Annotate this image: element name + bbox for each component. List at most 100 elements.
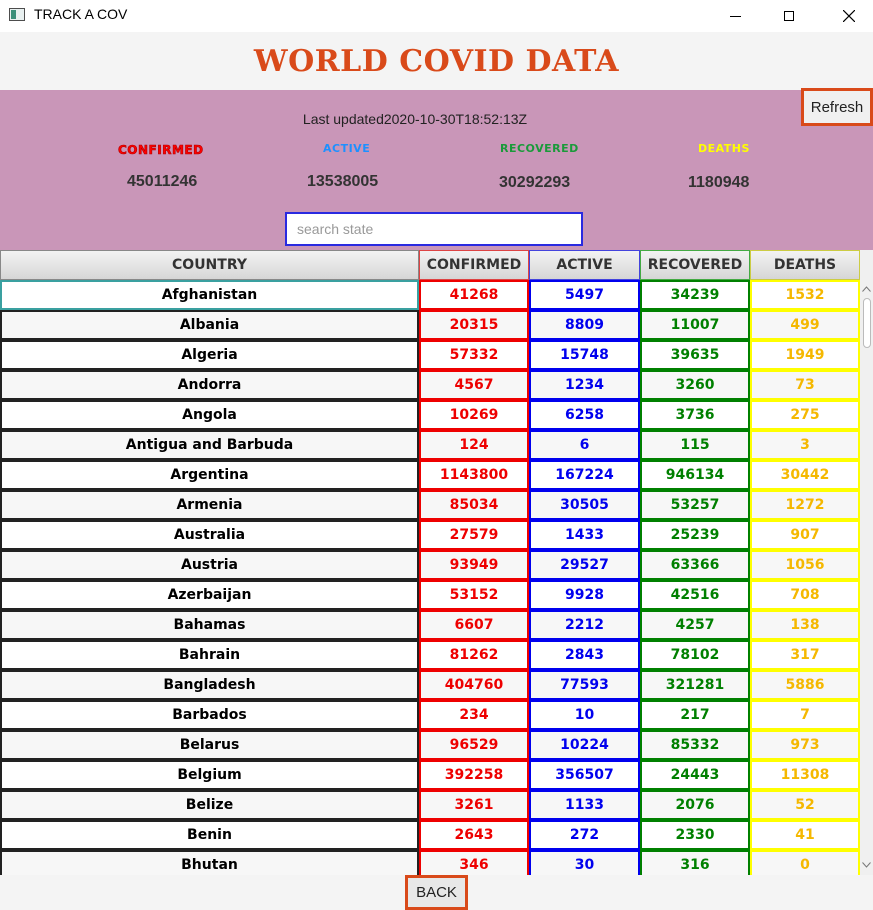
back-button[interactable]: BACK [405,875,468,910]
scroll-up-icon[interactable] [860,282,873,296]
deaths-value: 1180948 [688,174,750,191]
table-row[interactable]: Belarus 96529 10224 85332 973 [0,730,860,760]
table-row[interactable]: Azerbaijan 53152 9928 42516 708 [0,580,860,610]
table-row[interactable]: Antigua and Barbuda 124 6 115 3 [0,430,860,460]
cell-deaths: 30442 [750,460,860,490]
column-header-deaths[interactable]: DEATHS [750,250,860,280]
cell-active: 1133 [529,790,640,820]
table-row[interactable]: Benin 2643 272 2330 41 [0,820,860,850]
cell-confirmed: 27579 [419,520,529,550]
cell-country: Albania [0,310,419,340]
minimize-button[interactable] [712,0,758,32]
cell-recovered: 85332 [640,730,750,760]
cell-active: 15748 [529,340,640,370]
table-row[interactable]: Albania 20315 8809 11007 499 [0,310,860,340]
cell-country: Antigua and Barbuda [0,430,419,460]
refresh-button[interactable]: Refresh [801,88,873,126]
cell-country: Bahrain [0,640,419,670]
cell-deaths: 708 [750,580,860,610]
cell-country: Belize [0,790,419,820]
column-header-active[interactable]: ACTIVE [529,250,640,280]
column-header-country[interactable]: COUNTRY [0,250,419,280]
cell-country: Angola [0,400,419,430]
cell-active: 1234 [529,370,640,400]
cell-country: Austria [0,550,419,580]
cell-confirmed: 234 [419,700,529,730]
cell-recovered: 34239 [640,280,750,310]
cell-active: 10224 [529,730,640,760]
table-row[interactable]: Barbados 234 10 217 7 [0,700,860,730]
header: WORLD COVID DATA [0,32,873,90]
scrollbar-thumb[interactable] [863,298,871,348]
cell-country: Belarus [0,730,419,760]
deaths-label: DEATHS [698,142,750,155]
search-input[interactable] [285,212,583,246]
cell-recovered: 42516 [640,580,750,610]
table-row[interactable]: Bhutan 346 30 316 0 [0,850,860,875]
cell-confirmed: 57332 [419,340,529,370]
table-header: COUNTRY CONFIRMED ACTIVE RECOVERED DEATH… [0,250,860,280]
cell-active: 6258 [529,400,640,430]
table-row[interactable]: Andorra 4567 1234 3260 73 [0,370,860,400]
cell-recovered: 63366 [640,550,750,580]
table-row[interactable]: Austria 93949 29527 63366 1056 [0,550,860,580]
maximize-button[interactable] [766,0,812,32]
table-row[interactable]: Bahamas 6607 2212 4257 138 [0,610,860,640]
vertical-scrollbar[interactable] [860,250,873,875]
confirmed-value: 45011246 [127,173,198,190]
cell-active: 272 [529,820,640,850]
table-row[interactable]: Belize 3261 1133 2076 52 [0,790,860,820]
scroll-down-icon[interactable] [860,858,873,872]
cell-active: 10 [529,700,640,730]
cell-active: 2843 [529,640,640,670]
table-row[interactable]: Argentina 1143800 167224 946134 30442 [0,460,860,490]
table-row[interactable]: Bahrain 81262 2843 78102 317 [0,640,860,670]
close-button[interactable] [826,0,872,32]
cell-active: 30505 [529,490,640,520]
table-row[interactable]: Afghanistan 41268 5497 34239 1532 [0,280,860,310]
cell-country: Benin [0,820,419,850]
cell-confirmed: 96529 [419,730,529,760]
confirmed-label: CONFIRMED [118,143,204,158]
table-row[interactable]: Belgium 392258 356507 24443 11308 [0,760,860,790]
column-header-confirmed[interactable]: CONFIRMED [419,250,529,280]
cell-confirmed: 6607 [419,610,529,640]
cell-deaths: 1532 [750,280,860,310]
table-row[interactable]: Algeria 57332 15748 39635 1949 [0,340,860,370]
table-row[interactable]: Armenia 85034 30505 53257 1272 [0,490,860,520]
cell-active: 167224 [529,460,640,490]
cell-recovered: 2076 [640,790,750,820]
cell-deaths: 3 [750,430,860,460]
cell-confirmed: 81262 [419,640,529,670]
page-title: WORLD COVID DATA [253,44,620,79]
cell-country: Armenia [0,490,419,520]
cell-deaths: 0 [750,850,860,875]
cell-active: 9928 [529,580,640,610]
cell-deaths: 1272 [750,490,860,520]
cell-confirmed: 93949 [419,550,529,580]
cell-confirmed: 10269 [419,400,529,430]
table-row[interactable]: Australia 27579 1433 25239 907 [0,520,860,550]
cell-confirmed: 1143800 [419,460,529,490]
cell-deaths: 52 [750,790,860,820]
cell-confirmed: 3261 [419,790,529,820]
cell-active: 1433 [529,520,640,550]
cell-active: 5497 [529,280,640,310]
recovered-label: RECOVERED [500,142,579,155]
table-row[interactable]: Angola 10269 6258 3736 275 [0,400,860,430]
window-titlebar: TRACK A COV [0,0,873,32]
cell-deaths: 11308 [750,760,860,790]
cell-confirmed: 53152 [419,580,529,610]
column-header-recovered[interactable]: RECOVERED [640,250,750,280]
cell-deaths: 275 [750,400,860,430]
footer: BACK [0,875,873,910]
cell-recovered: 3736 [640,400,750,430]
cell-deaths: 1056 [750,550,860,580]
cell-active: 29527 [529,550,640,580]
cell-deaths: 138 [750,610,860,640]
cell-country: Belgium [0,760,419,790]
cell-deaths: 317 [750,640,860,670]
table-row[interactable]: Bangladesh 404760 77593 321281 5886 [0,670,860,700]
cell-recovered: 24443 [640,760,750,790]
cell-recovered: 115 [640,430,750,460]
